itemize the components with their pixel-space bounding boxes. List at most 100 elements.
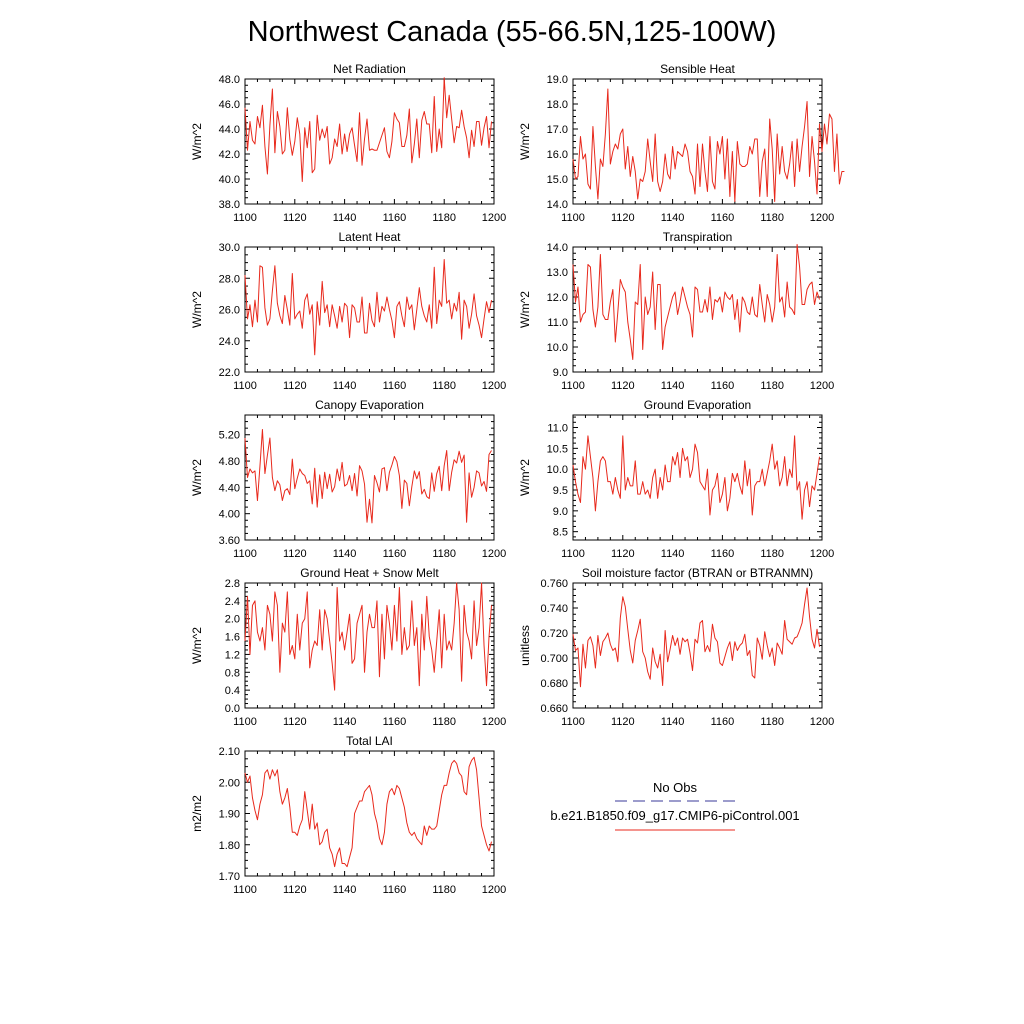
series-line <box>244 77 493 182</box>
x-tick-label: 1140 <box>661 212 685 224</box>
y-tick-label: 13.0 <box>547 267 568 279</box>
y-tick-label: 1.80 <box>219 840 240 852</box>
y-tick-label: 0.0 <box>225 703 240 715</box>
x-tick-label: 1100 <box>233 380 257 392</box>
panel-4: 1100 1120 1140 1160 1180 1200 9.0 10.0 11.0 12.0 1… <box>518 230 834 392</box>
panel-title: Net Radiation <box>333 62 406 76</box>
x-tick-label: 1140 <box>661 380 685 392</box>
y-tick-label: 17.0 <box>547 124 568 136</box>
x-tick-label: 1200 <box>482 716 506 728</box>
y-tick-label: 2.10 <box>219 746 240 758</box>
panel-title: Transpiration <box>663 230 733 244</box>
panel-title: Latent Heat <box>338 230 401 244</box>
plot-frame <box>244 78 495 205</box>
y-tick-label: 1.6 <box>225 632 240 644</box>
plot-frame <box>572 78 823 205</box>
panel-title: Ground Heat + Snow Melt <box>300 566 439 580</box>
x-tick-label: 1140 <box>661 716 685 728</box>
y-tick-label: 10.0 <box>547 342 568 354</box>
y-tick-label: 5.20 <box>219 430 240 442</box>
x-tick-label: 1100 <box>233 716 257 728</box>
x-tick-label: 1100 <box>561 716 585 728</box>
y-tick-label: 2.4 <box>225 596 240 608</box>
y-tick-label: 0.680 <box>540 678 568 690</box>
y-tick-label: 0.8 <box>225 667 240 679</box>
y-tick-label: 8.5 <box>553 527 568 539</box>
y-tick-label: 3.60 <box>219 535 240 547</box>
panel-6: 1100 1120 1140 1160 1180 1200 8.5 9.0 9.5 10.0 10.… <box>518 398 834 560</box>
plot-frame <box>572 246 823 373</box>
x-tick-label: 1180 <box>760 212 784 224</box>
panel-7: 1100 1120 1140 1160 1180 1200 0.0 0.4 0.8 1.2 1.6 2… <box>190 566 506 728</box>
x-tick-label: 1100 <box>233 212 257 224</box>
x-tick-label: 1140 <box>661 548 685 560</box>
y-tick-label: 2.00 <box>219 777 240 789</box>
x-tick-label: 1160 <box>383 548 407 560</box>
y-axis-label: W/m^2 <box>518 291 532 328</box>
y-axis-label: W/m^2 <box>518 459 532 496</box>
y-tick-label: 9.5 <box>553 485 568 497</box>
x-tick-label: 1180 <box>760 548 784 560</box>
x-tick-label: 1200 <box>482 884 506 896</box>
y-tick-label: 28.0 <box>219 273 240 285</box>
x-tick-label: 1100 <box>233 548 257 560</box>
figure-title: Northwest Canada (55-66.5N,125-100W) <box>248 16 777 48</box>
plot-frame <box>244 414 495 541</box>
x-tick-label: 1100 <box>561 380 585 392</box>
y-tick-label: 9.0 <box>553 367 568 379</box>
plot-frame <box>572 414 823 541</box>
y-tick-label: 2.8 <box>225 578 240 590</box>
y-tick-label: 46.0 <box>219 99 240 111</box>
x-tick-label: 1160 <box>711 548 735 560</box>
series-line <box>244 582 493 691</box>
legend: No Obs b.e21.B1850.f09_g17.CMIP6-piContr… <box>550 780 800 831</box>
y-tick-label: 11.0 <box>547 317 568 329</box>
x-tick-label: 1180 <box>432 548 456 560</box>
series-line <box>244 756 492 868</box>
y-tick-label: 1.2 <box>225 649 240 661</box>
panel-title: Ground Evaporation <box>644 398 751 412</box>
y-tick-label: 1.90 <box>219 809 240 821</box>
y-tick-label: 22.0 <box>219 367 240 379</box>
y-tick-label: 4.40 <box>219 482 240 494</box>
panel-title: Total LAI <box>346 734 393 748</box>
legend-obs-label: No Obs <box>653 780 698 795</box>
y-tick-label: 14.0 <box>547 242 568 254</box>
x-tick-label: 1160 <box>383 380 407 392</box>
x-tick-label: 1180 <box>432 212 456 224</box>
y-tick-label: 0.740 <box>540 603 568 615</box>
x-tick-label: 1200 <box>810 716 834 728</box>
x-tick-label: 1200 <box>482 548 506 560</box>
x-tick-label: 1180 <box>432 884 456 896</box>
y-axis-label: m2/m2 <box>190 795 204 832</box>
y-tick-label: 38.0 <box>219 199 240 211</box>
y-tick-label: 19.0 <box>547 74 568 86</box>
y-tick-label: 18.0 <box>547 99 568 111</box>
x-tick-label: 1140 <box>333 548 357 560</box>
x-tick-label: 1100 <box>233 884 257 896</box>
x-tick-label: 1180 <box>432 716 456 728</box>
y-tick-label: 40.0 <box>219 174 240 186</box>
panel-9: 1100 1120 1140 1160 1180 1200 1.70 1.80 1.90 2.00… <box>190 734 506 896</box>
y-axis-label: unitless <box>518 625 532 666</box>
legend-model-label: b.e21.B1850.f09_g17.CMIP6-piControl.001 <box>550 808 799 823</box>
y-tick-label: 10.0 <box>547 464 568 476</box>
plot-frame <box>244 582 495 709</box>
series-line <box>572 435 821 520</box>
series-line <box>572 587 821 688</box>
y-tick-label: 9.0 <box>553 506 568 518</box>
x-tick-label: 1100 <box>561 212 585 224</box>
x-tick-label: 1100 <box>561 548 585 560</box>
x-tick-label: 1160 <box>711 212 735 224</box>
panel-title: Soil moisture factor (BTRAN or BTRANMN) <box>582 566 813 580</box>
series-line <box>244 259 493 356</box>
x-tick-label: 1120 <box>283 716 307 728</box>
y-tick-label: 4.80 <box>219 456 240 468</box>
x-tick-label: 1140 <box>333 380 357 392</box>
y-axis-label: W/m^2 <box>190 627 204 664</box>
x-tick-label: 1180 <box>760 380 784 392</box>
y-axis-label: W/m^2 <box>190 291 204 328</box>
x-tick-label: 1120 <box>611 548 635 560</box>
panel-8: 1100 1120 1140 1160 1180 1200 0.660 0.680 0.700 0… <box>518 566 834 728</box>
